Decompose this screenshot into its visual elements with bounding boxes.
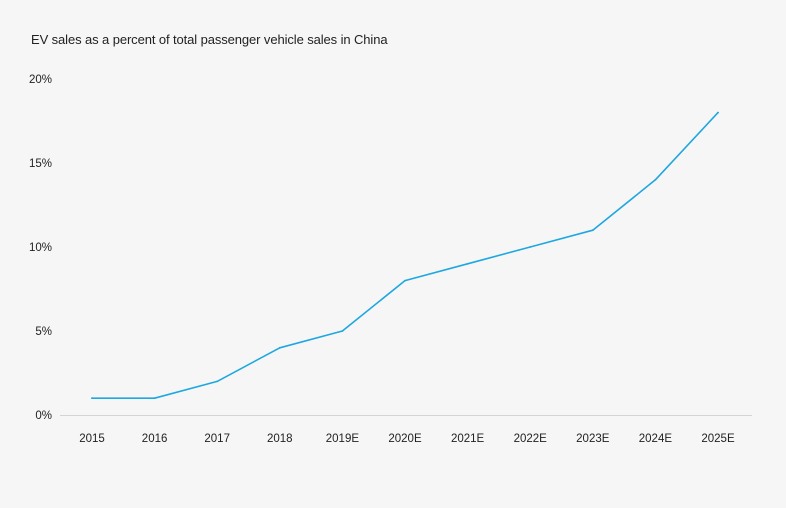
x-tick-label: 2019E [326, 433, 360, 445]
y-tick-label: 20% [29, 74, 52, 86]
data-point [717, 111, 719, 114]
x-tick-label: 2020E [388, 433, 422, 445]
data-point [341, 330, 344, 332]
data-point [153, 397, 156, 400]
data-point [466, 262, 469, 265]
x-tick-label: 2015 [79, 433, 105, 445]
data-point [216, 380, 219, 383]
data-point [654, 178, 657, 181]
x-tick-label: 2024E [639, 433, 673, 445]
x-tick-label: 2025E [701, 433, 735, 445]
y-tick-label: 15% [29, 158, 52, 170]
x-tick-label: 2022E [514, 433, 548, 445]
series-line [91, 111, 719, 400]
y-tick-label: 5% [35, 326, 52, 338]
y-tick-label: 0% [35, 410, 52, 422]
x-tick-label: 2023E [576, 433, 610, 445]
data-point [91, 397, 93, 400]
x-tick-label: 2021E [451, 433, 485, 445]
data-point [591, 229, 594, 232]
x-tick-label: 2017 [204, 433, 230, 445]
x-tick-label: 2016 [142, 433, 168, 445]
chart-title: EV sales as a percent of total passenger… [31, 32, 388, 47]
data-point [278, 346, 281, 349]
data-point [404, 279, 406, 282]
x-tick-label: 2018 [267, 433, 293, 445]
data-point [529, 246, 532, 248]
y-tick-label: 10% [29, 242, 52, 254]
